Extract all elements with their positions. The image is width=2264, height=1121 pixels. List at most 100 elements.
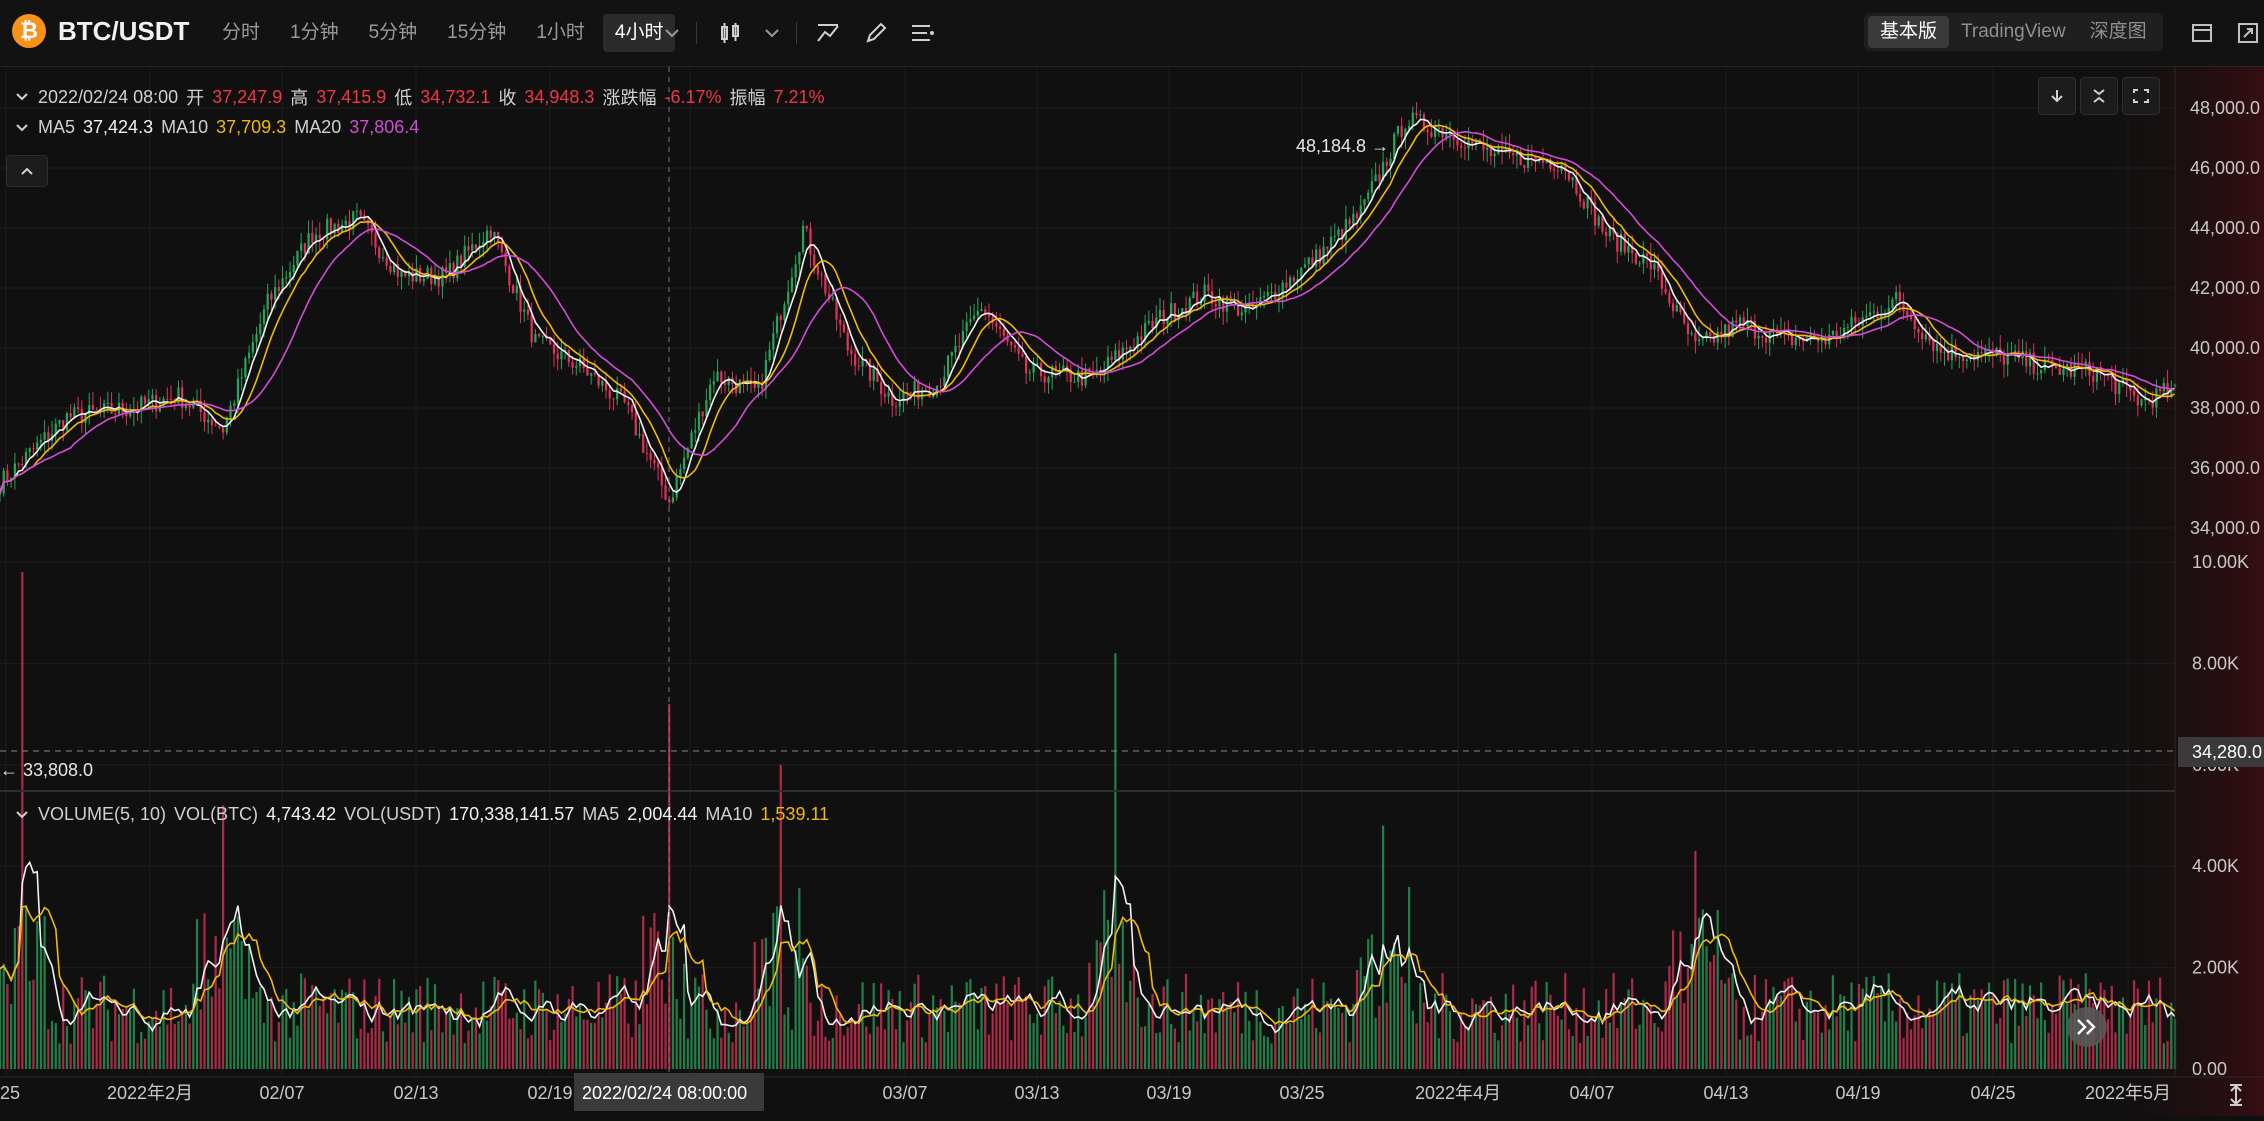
volume-bar <box>28 980 31 1069</box>
candle-body <box>221 427 225 433</box>
time-axis: 252022年2月02/0702/1302/19年3月03/0703/1303/… <box>0 1083 2171 1103</box>
candle-body <box>1147 321 1150 323</box>
candle-body <box>236 378 240 404</box>
volume-bar <box>1909 1029 1913 1069</box>
volume-bar <box>125 1007 128 1069</box>
download-button[interactable] <box>2038 77 2076 115</box>
volume-bar <box>1132 959 1136 1069</box>
volume-bar <box>333 989 336 1069</box>
candle-body <box>1623 233 1626 253</box>
volume-bar <box>2170 1002 2173 1069</box>
candle-body <box>1021 353 1024 357</box>
volume-bar <box>723 1009 727 1069</box>
collapse-chevron-icon[interactable] <box>14 89 30 105</box>
candle-body <box>939 385 942 387</box>
indicator-icon[interactable] <box>810 14 846 52</box>
volume-bar <box>679 1018 682 1069</box>
candle-body <box>913 381 916 394</box>
candle-body <box>1400 125 1403 138</box>
view-tradingview[interactable]: TradingView <box>1961 21 2066 42</box>
candle-body <box>1434 128 1437 137</box>
volume-bar <box>857 1004 860 1069</box>
candle-body <box>493 231 496 238</box>
view-basic[interactable]: 基本版 <box>1868 16 1950 48</box>
candle-body <box>13 463 16 479</box>
axis-resize-icon[interactable] <box>2230 1084 2242 1106</box>
volume-bar <box>1013 984 1017 1069</box>
volume-bar <box>344 992 347 1069</box>
volume-bar <box>155 1010 158 1069</box>
volume-bar <box>909 1001 913 1069</box>
volume-tick-label: 0.00 <box>2192 1059 2227 1079</box>
volume-bar <box>1006 1002 1009 1069</box>
view-depth[interactable]: 深度图 <box>2089 21 2147 42</box>
candle-body <box>1645 253 1649 257</box>
volume-bar <box>1720 979 1723 1069</box>
candle-body <box>1872 311 1875 313</box>
more-intervals-chevron-icon[interactable] <box>654 14 690 52</box>
chart-area[interactable]: 50,000.048,000.046,000.044,000.042,000.0… <box>0 38 2264 1116</box>
volume-bar <box>1790 977 1794 1069</box>
candle-body <box>887 392 890 397</box>
volume-bar <box>1077 994 1080 1069</box>
draw-pencil-icon[interactable] <box>858 14 894 52</box>
candle-body <box>1683 312 1686 324</box>
candlestick-chart[interactable]: 50,000.048,000.046,000.044,000.042,000.0… <box>0 38 2264 1116</box>
collapse-chevron-icon[interactable] <box>14 120 30 136</box>
candle-body <box>1541 159 1545 163</box>
volume-bar <box>928 1014 931 1069</box>
pair-title[interactable]: BTC/USDT <box>58 16 190 46</box>
volume-bar <box>1117 963 1121 1069</box>
interval-5m[interactable]: 5分钟 <box>368 22 418 43</box>
candle-type-chevron-icon[interactable] <box>754 14 790 52</box>
volume-bar <box>151 1017 154 1069</box>
candle-body <box>1891 299 1894 308</box>
candle-body <box>2166 382 2169 398</box>
interval-4h[interactable]: 4小时 <box>602 14 676 52</box>
expand-panel-button[interactable] <box>6 155 48 187</box>
candle-body <box>1697 339 1701 342</box>
collapse-panes-button[interactable] <box>2080 77 2118 115</box>
volume-bar <box>1742 1006 1745 1069</box>
volume-bar <box>1902 1037 1905 1069</box>
candle-body <box>73 407 76 418</box>
fullscreen-icon[interactable] <box>2230 14 2264 52</box>
change-label: 涨跌幅 <box>602 88 657 108</box>
candle-type-icon[interactable] <box>712 14 748 52</box>
volume-bar <box>1701 909 1704 1069</box>
window-layout-icon[interactable] <box>2184 14 2220 52</box>
volume-bar <box>1110 976 1113 1069</box>
interval-timeline[interactable]: 分时 <box>222 22 261 43</box>
volume-bar <box>262 1022 266 1069</box>
interval-1h[interactable]: 1小时 <box>536 22 585 43</box>
vol-ma5-line <box>0 860 2176 1034</box>
volume-bar <box>1965 1033 1968 1069</box>
volume-bar <box>1259 1021 1262 1069</box>
candle-body <box>1515 151 1519 156</box>
settings-list-icon[interactable] <box>904 14 940 52</box>
volume-bar <box>2043 1020 2046 1069</box>
candle-body <box>1597 216 1600 226</box>
candle-body <box>738 379 741 393</box>
candle-body <box>1917 329 1920 333</box>
volume-bar <box>1746 1035 1749 1069</box>
collapse-chevron-icon[interactable] <box>14 807 30 823</box>
candle-body <box>1322 246 1325 264</box>
volume-bar <box>1512 984 1515 1069</box>
interval-1m[interactable]: 1分钟 <box>290 22 339 43</box>
volume-bar <box>1683 1003 1686 1069</box>
volume-bar <box>1846 1030 1849 1069</box>
volume-bar <box>1943 982 1946 1069</box>
expand-pane-button[interactable] <box>2122 77 2160 115</box>
candle-body <box>590 373 593 376</box>
scroll-to-latest-button[interactable] <box>2067 1007 2107 1047</box>
interval-15m[interactable]: 15分钟 <box>447 22 507 43</box>
candle-body <box>1586 196 1589 209</box>
volume-bar <box>1991 995 1994 1069</box>
volume-bar <box>950 985 953 1069</box>
candle-body <box>660 467 663 486</box>
volume-bar <box>385 1041 388 1069</box>
candle-body <box>1144 322 1147 341</box>
candle-body <box>1002 328 1005 336</box>
candle-body <box>991 317 994 323</box>
